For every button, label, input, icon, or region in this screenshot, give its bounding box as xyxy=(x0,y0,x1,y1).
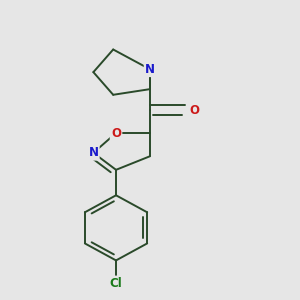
Text: O: O xyxy=(111,127,121,140)
Text: N: N xyxy=(145,63,155,76)
Text: O: O xyxy=(189,104,199,117)
Text: Cl: Cl xyxy=(110,277,122,290)
Text: N: N xyxy=(88,146,98,159)
